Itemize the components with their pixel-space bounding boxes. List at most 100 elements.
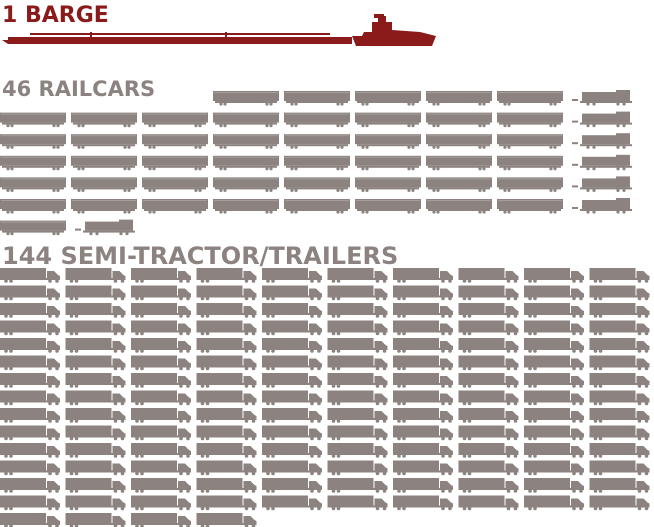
truck-icon (459, 268, 519, 283)
truck-icon (524, 338, 584, 353)
truck-icon (328, 496, 388, 511)
truck-icon (459, 338, 519, 353)
truck-icon (66, 513, 126, 527)
truck-icon (131, 426, 191, 441)
truck-icon (590, 426, 650, 441)
truck-icon (459, 373, 519, 388)
railcar-icon (497, 199, 563, 214)
truck-icon (524, 373, 584, 388)
truck-icon (0, 356, 60, 371)
railcar-icon (142, 134, 208, 149)
railcar-icon (142, 113, 208, 128)
railcar-icon (0, 134, 66, 149)
truck-icon (459, 303, 519, 318)
truck-icon (66, 338, 126, 353)
truck-icon (0, 478, 60, 493)
truck-icon (328, 391, 388, 406)
truck-icon (197, 303, 257, 318)
truck-icon (393, 321, 453, 336)
truck-icon (590, 286, 650, 301)
truck-icon (524, 496, 584, 511)
truck-icon (0, 461, 60, 476)
truck-icon (524, 268, 584, 283)
truck-icon (262, 408, 322, 423)
truck-icon (66, 391, 126, 406)
truck-icon (524, 443, 584, 458)
truck-icon (393, 426, 453, 441)
railcar-icon (71, 156, 137, 171)
truck-icon (0, 268, 60, 283)
truck-icon (0, 321, 60, 336)
truck-icon (393, 338, 453, 353)
truck-icon (197, 443, 257, 458)
truck-icon (131, 461, 191, 476)
truck-icon (590, 496, 650, 511)
truck-icon (66, 478, 126, 493)
railcar-icon (426, 199, 492, 214)
truck-icon (197, 391, 257, 406)
locomotive-icon (572, 155, 632, 171)
truck-icon (0, 338, 60, 353)
truck-icon (66, 321, 126, 336)
truck-icon (131, 356, 191, 371)
railcar-icon (355, 156, 421, 171)
truck-icon (131, 478, 191, 493)
railcar-icon (142, 199, 208, 214)
railcar-icon (284, 177, 350, 192)
infographic: 1 BARGE 46 RAILCARS 144 SEMI-TRACTOR/TRA… (0, 0, 654, 527)
truck-icon (459, 426, 519, 441)
truck-icon (393, 268, 453, 283)
truck-icon (131, 373, 191, 388)
railcar-icon (213, 199, 279, 214)
truck-icon (524, 356, 584, 371)
truck-icon (459, 408, 519, 423)
truck-icon (66, 443, 126, 458)
truck-icon (197, 426, 257, 441)
truck-icon (197, 286, 257, 301)
truck-icon (262, 268, 322, 283)
railcar-icon (426, 177, 492, 192)
truck-icon (0, 303, 60, 318)
truck-section: 144 SEMI-TRACTOR/TRAILERS (0, 242, 650, 527)
truck-icon (590, 268, 650, 283)
railcar-icon (426, 156, 492, 171)
truck-icon (328, 373, 388, 388)
truck-icon (590, 478, 650, 493)
railcar-icon (213, 113, 279, 128)
truck-icon (328, 408, 388, 423)
truck-icon (590, 356, 650, 371)
railcar-icon (284, 134, 350, 149)
railcar-icon (71, 199, 137, 214)
barge-section: 1 BARGE (2, 3, 436, 46)
truck-icon (328, 268, 388, 283)
truck-icon (524, 321, 584, 336)
truck-icon (393, 496, 453, 511)
truck-icon (66, 373, 126, 388)
railcar-icon (497, 177, 563, 192)
railcar-icon (0, 177, 66, 192)
truck-icon (262, 303, 322, 318)
truck-icon (0, 391, 60, 406)
truck-icon (262, 461, 322, 476)
truck-icon (524, 286, 584, 301)
truck-icon (66, 268, 126, 283)
railcar-icon (355, 199, 421, 214)
truck-icon (0, 496, 60, 511)
railcar-icon (213, 156, 279, 171)
truck-icon (66, 356, 126, 371)
truck-icon (328, 286, 388, 301)
truck-icon (262, 373, 322, 388)
truck-icon (66, 496, 126, 511)
truck-icon (262, 286, 322, 301)
railcar-icon (71, 113, 137, 128)
railcar-icon (142, 156, 208, 171)
truck-icon (459, 286, 519, 301)
truck-icon (590, 461, 650, 476)
truck-icon (393, 303, 453, 318)
railcar-icon (0, 199, 66, 214)
truck-icon (0, 408, 60, 423)
truck-icon (328, 478, 388, 493)
truck-icon (459, 356, 519, 371)
truck-icon (131, 303, 191, 318)
railcar-icon (497, 91, 563, 106)
